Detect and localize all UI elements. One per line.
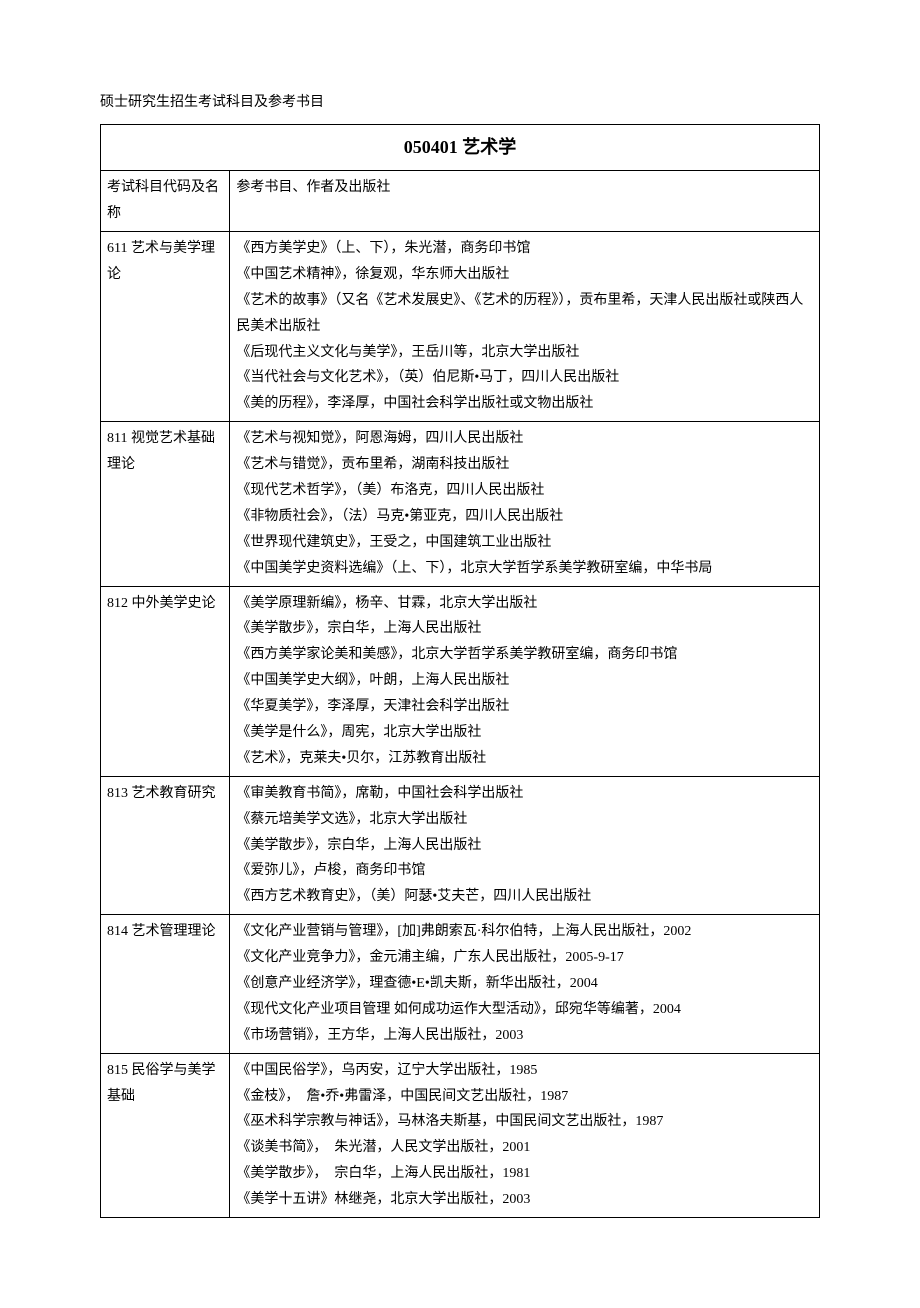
reference-line: 《美学散步》，宗白华，上海人民出版社 (236, 616, 813, 642)
reference-line: 《文化产业营销与管理》，[加]弗朗索瓦·科尔伯特，上海人民出版社，2002 (236, 919, 813, 945)
reference-line: 《美学散步》， 宗白华，上海人民出版社，1981 (236, 1161, 813, 1187)
reference-line: 《中国艺术精神》，徐复观，华东师大出版社 (236, 262, 813, 288)
reference-line: 《创意产业经济学》，理查德•E•凯夫斯，新华出版社，2004 (236, 971, 813, 997)
reference-line: 《非物质社会》，（法）马克•第亚克，四川人民出版社 (236, 504, 813, 530)
reference-line: 《蔡元培美学文选》，北京大学出版社 (236, 807, 813, 833)
document-title: 硕士研究生招生考试科目及参考书目 (100, 90, 820, 116)
table-row: 611 艺术与美学理论《西方美学史》（上、下），朱光潜，商务印书馆《中国艺术精神… (101, 231, 820, 421)
reference-line: 《美学原理新编》，杨辛、甘霖，北京大学出版社 (236, 591, 813, 617)
table-row: 814 艺术管理理论《文化产业营销与管理》，[加]弗朗索瓦·科尔伯特，上海人民出… (101, 915, 820, 1053)
reference-line: 《美学十五讲》林继尧，北京大学出版社，2003 (236, 1187, 813, 1213)
reference-line: 《西方艺术教育史》，（美）阿瑟•艾夫芒，四川人民出版社 (236, 884, 813, 910)
header-row: 考试科目代码及名称 参考书目、作者及出版社 (101, 171, 820, 232)
reference-line: 《华夏美学》，李泽厚，天津社会科学出版社 (236, 694, 813, 720)
reference-line: 《现代文化产业项目管理 如何成功运作大型活动》，邱宛华等编著，2004 (236, 997, 813, 1023)
reference-line: 《金枝》， 詹•乔•弗雷泽，中国民间文艺出版社，1987 (236, 1084, 813, 1110)
table-row: 811 视觉艺术基础理论《艺术与视知觉》，阿恩海姆，四川人民出版社《艺术与错觉》… (101, 422, 820, 586)
refs-cell: 《美学原理新编》，杨辛、甘霖，北京大学出版社《美学散步》，宗白华，上海人民出版社… (230, 586, 820, 776)
subject-cell: 611 艺术与美学理论 (101, 231, 230, 421)
subject-cell: 811 视觉艺术基础理论 (101, 422, 230, 586)
header-subject: 考试科目代码及名称 (101, 171, 230, 232)
reference-line: 《文化产业竞争力》，金元浦主编，广东人民出版社，2005-9-17 (236, 945, 813, 971)
reference-line: 《西方美学史》（上、下），朱光潜，商务印书馆 (236, 236, 813, 262)
major-title-row: 050401 艺术学 (101, 124, 820, 170)
reference-line: 《审美教育书简》，席勒，中国社会科学出版社 (236, 781, 813, 807)
refs-cell: 《西方美学史》（上、下），朱光潜，商务印书馆《中国艺术精神》，徐复观，华东师大出… (230, 231, 820, 421)
reference-line: 《艺术与错觉》，贡布里希，湖南科技出版社 (236, 452, 813, 478)
refs-cell: 《审美教育书简》，席勒，中国社会科学出版社《蔡元培美学文选》，北京大学出版社《美… (230, 776, 820, 914)
refs-cell: 《文化产业营销与管理》，[加]弗朗索瓦·科尔伯特，上海人民出版社，2002《文化… (230, 915, 820, 1053)
reference-line: 《中国美学史资料选编》（上、下），北京大学哲学系美学教研室编，中华书局 (236, 556, 813, 582)
reference-line: 《美学散步》，宗白华，上海人民出版社 (236, 833, 813, 859)
reference-line: 《西方美学家论美和美感》，北京大学哲学系美学教研室编，商务印书馆 (236, 642, 813, 668)
table-row: 813 艺术教育研究《审美教育书简》，席勒，中国社会科学出版社《蔡元培美学文选》… (101, 776, 820, 914)
reference-line: 《巫术科学宗教与神话》，马林洛夫斯基，中国民间文艺出版社，1987 (236, 1109, 813, 1135)
reference-line: 《当代社会与文化艺术》，（英）伯尼斯•马丁，四川人民出版社 (236, 365, 813, 391)
reference-line: 《美学是什么》，周宪，北京大学出版社 (236, 720, 813, 746)
reference-line: 《艺术》，克莱夫•贝尔，江苏教育出版社 (236, 746, 813, 772)
reference-table: 050401 艺术学 考试科目代码及名称 参考书目、作者及出版社 611 艺术与… (100, 124, 820, 1218)
reference-line: 《中国民俗学》，乌丙安，辽宁大学出版社，1985 (236, 1058, 813, 1084)
reference-line: 《世界现代建筑史》，王受之，中国建筑工业出版社 (236, 530, 813, 556)
header-refs: 参考书目、作者及出版社 (230, 171, 820, 232)
reference-line: 《市场营销》，王方华，上海人民出版社，2003 (236, 1023, 813, 1049)
reference-line: 《谈美书简》， 朱光潜，人民文学出版社，2001 (236, 1135, 813, 1161)
reference-line: 《美的历程》，李泽厚，中国社会科学出版社或文物出版社 (236, 391, 813, 417)
subject-cell: 815 民俗学与美学基础 (101, 1053, 230, 1217)
reference-line: 《艺术与视知觉》，阿恩海姆，四川人民出版社 (236, 426, 813, 452)
reference-line: 《艺术的故事》（又名《艺术发展史》、《艺术的历程》），贡布里希，天津人民出版社或… (236, 288, 813, 340)
reference-line: 《现代艺术哲学》，（美）布洛克，四川人民出版社 (236, 478, 813, 504)
table-row: 812 中外美学史论《美学原理新编》，杨辛、甘霖，北京大学出版社《美学散步》，宗… (101, 586, 820, 776)
reference-line: 《爱弥儿》，卢梭，商务印书馆 (236, 858, 813, 884)
refs-cell: 《中国民俗学》，乌丙安，辽宁大学出版社，1985《金枝》， 詹•乔•弗雷泽，中国… (230, 1053, 820, 1217)
refs-cell: 《艺术与视知觉》，阿恩海姆，四川人民出版社《艺术与错觉》，贡布里希，湖南科技出版… (230, 422, 820, 586)
reference-line: 《中国美学史大纲》，叶朗，上海人民出版社 (236, 668, 813, 694)
reference-line: 《后现代主义文化与美学》，王岳川等，北京大学出版社 (236, 340, 813, 366)
subject-cell: 814 艺术管理理论 (101, 915, 230, 1053)
major-title: 050401 艺术学 (101, 124, 820, 170)
table-row: 815 民俗学与美学基础《中国民俗学》，乌丙安，辽宁大学出版社，1985《金枝》… (101, 1053, 820, 1217)
subject-cell: 812 中外美学史论 (101, 586, 230, 776)
subject-cell: 813 艺术教育研究 (101, 776, 230, 914)
